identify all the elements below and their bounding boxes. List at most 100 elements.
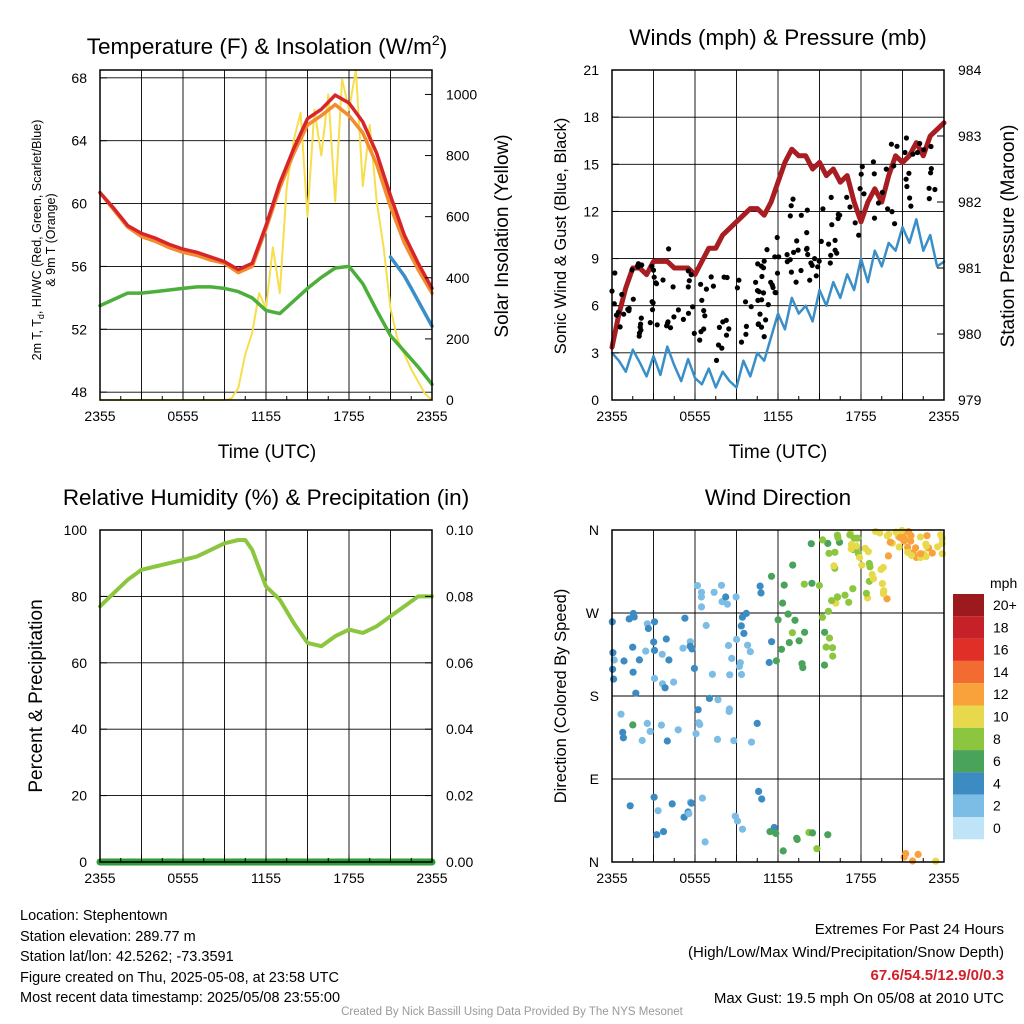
gust-point: [858, 171, 864, 177]
temperature-ticks: 2355 0555 1155 1755 2355 48 52 56 60 64 68 0 200 400 6…: [71, 70, 477, 424]
gust-point: [888, 141, 895, 147]
direction-point: [688, 645, 696, 653]
gust-point: [798, 212, 804, 218]
gust-point: [926, 185, 932, 191]
gust-point: [708, 274, 714, 280]
pressure-ylabel: Station Pressure (Maroon): [998, 125, 1019, 348]
direction-point: [914, 850, 922, 859]
y-tick-label: 21: [583, 62, 599, 78]
legend-swatch: [953, 616, 984, 639]
direction-point: [825, 549, 833, 557]
gust-point: [784, 252, 790, 258]
direction-point: [824, 539, 832, 548]
direction-point: [620, 657, 628, 665]
x-tick-label: 2355: [928, 408, 959, 424]
series-line-2: [98, 264, 434, 387]
direction-point: [668, 800, 676, 808]
legend-swatch: [953, 660, 984, 684]
gust-point: [788, 203, 794, 209]
y2-tick-label: 0.04: [446, 721, 473, 737]
direction-point: [807, 540, 815, 548]
extremes-subtitle: (High/Low/Max Wind/Precipitation/Snow De…: [688, 944, 1004, 961]
gust-point: [798, 267, 804, 274]
direction-panel: Wind Direction 2355 0555 1155 1755 2355NESWN…: [552, 485, 1017, 886]
direction-point: [766, 828, 774, 836]
gust-point: [757, 311, 763, 317]
series-line-1: [609, 120, 947, 350]
direction-point: [774, 616, 782, 624]
direction-point: [708, 670, 717, 678]
direction-point: [730, 737, 738, 745]
direction-point: [629, 643, 637, 651]
gust-point: [738, 339, 745, 345]
gust-point: [787, 213, 793, 219]
gust-point: [765, 302, 771, 308]
direction-point: [819, 536, 827, 544]
direction-point: [619, 734, 628, 742]
gust-point: [856, 232, 862, 238]
gust-point: [703, 286, 710, 292]
y2-tick-label: 0.02: [446, 788, 473, 804]
direction-point: [642, 647, 650, 655]
direction-point: [693, 582, 702, 590]
gust-point: [671, 314, 677, 320]
gust-point: [827, 260, 833, 266]
legend-label: 0: [993, 820, 1001, 836]
gust-point: [928, 170, 934, 176]
y-tick-label: 15: [583, 156, 599, 172]
gust-point: [611, 301, 617, 307]
direction-point: [878, 580, 887, 588]
legend-swatch: [953, 794, 984, 817]
direction-point: [638, 736, 646, 745]
x-tick-label: 2355: [84, 408, 115, 424]
y2-tick-label: 983: [958, 128, 982, 144]
wind-grid: [612, 69, 944, 400]
y-tick-label: E: [590, 771, 599, 787]
direction-point: [714, 696, 722, 704]
direction-point: [829, 652, 837, 660]
legend-label: 16: [993, 642, 1009, 658]
direction-point: [697, 588, 706, 596]
direction-point: [909, 857, 917, 865]
gust-point: [828, 194, 834, 200]
gust-point: [889, 209, 895, 215]
legend-swatch: [953, 772, 984, 795]
gust-point: [612, 270, 618, 276]
y-tick-label: 6: [591, 298, 599, 314]
x-tick-label: 0555: [167, 870, 198, 886]
direction-point: [879, 588, 888, 596]
direction-point: [746, 648, 754, 656]
gust-point: [932, 186, 938, 193]
gust-point: [726, 326, 732, 332]
gust-point: [892, 221, 898, 227]
direction-point: [713, 735, 722, 744]
gust-point: [812, 256, 818, 262]
gust-point: [793, 279, 799, 285]
direction-point: [822, 643, 830, 651]
x-tick-label: 1155: [251, 870, 281, 886]
direction-point: [705, 694, 714, 703]
direction-point: [849, 585, 857, 593]
gust-point: [829, 222, 835, 228]
gust-point: [788, 269, 795, 275]
direction-point: [800, 580, 808, 588]
direction-point: [629, 721, 637, 729]
gust-point: [815, 264, 821, 270]
direction-ylabel: Direction (Colored By Speed): [552, 589, 570, 804]
direction-point: [828, 644, 837, 652]
direction-point: [698, 794, 707, 802]
temperature-panel: Temperature (F) & Insolation (W/m2) 2355…: [30, 32, 513, 463]
direction-point: [674, 726, 682, 734]
gust-point: [870, 159, 877, 165]
y-tick-label: 100: [64, 522, 88, 538]
direction-point: [661, 684, 669, 692]
direction-point: [737, 622, 745, 630]
y-tick-label: N: [589, 854, 599, 870]
y2-tick-label: 0.00: [446, 854, 473, 870]
y2-tick-label: 0: [446, 392, 454, 408]
direction-point: [617, 710, 625, 718]
direction-point: [630, 613, 638, 621]
direction-point: [690, 664, 699, 673]
x-tick-label: 0555: [167, 408, 198, 424]
